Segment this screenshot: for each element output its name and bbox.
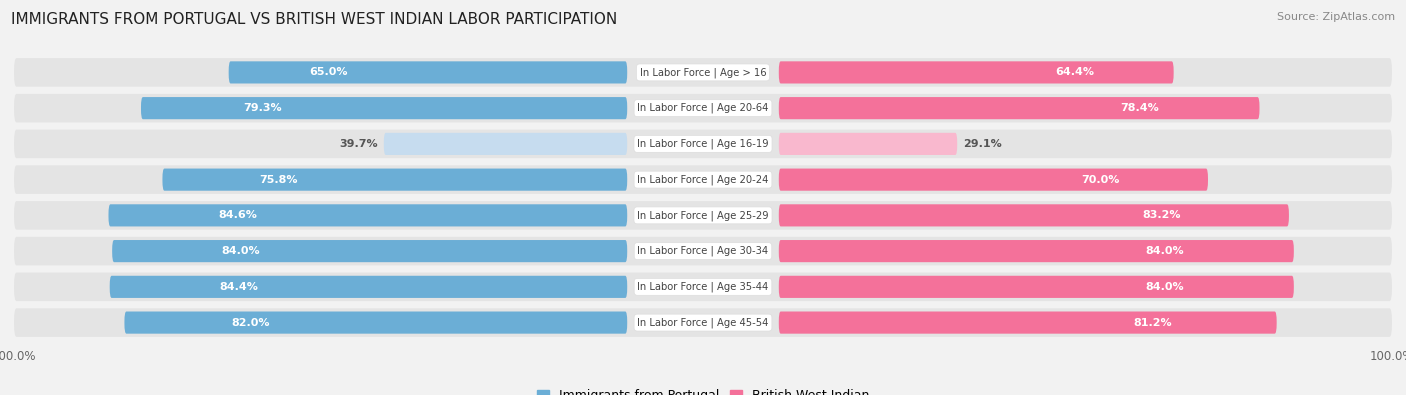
FancyBboxPatch shape (779, 312, 1277, 334)
FancyBboxPatch shape (14, 94, 1392, 122)
FancyBboxPatch shape (14, 130, 1392, 158)
FancyBboxPatch shape (779, 61, 1174, 83)
FancyBboxPatch shape (14, 166, 1392, 194)
FancyBboxPatch shape (110, 276, 627, 298)
FancyBboxPatch shape (14, 273, 1392, 301)
Text: 84.4%: 84.4% (219, 282, 259, 292)
FancyBboxPatch shape (384, 133, 627, 155)
Text: 84.0%: 84.0% (1146, 246, 1184, 256)
FancyBboxPatch shape (779, 169, 1208, 191)
Text: 79.3%: 79.3% (243, 103, 281, 113)
FancyBboxPatch shape (14, 58, 1392, 87)
Text: In Labor Force | Age 20-24: In Labor Force | Age 20-24 (637, 174, 769, 185)
Text: 29.1%: 29.1% (963, 139, 1001, 149)
FancyBboxPatch shape (112, 240, 627, 262)
FancyBboxPatch shape (779, 97, 1260, 119)
Text: In Labor Force | Age 16-19: In Labor Force | Age 16-19 (637, 139, 769, 149)
Text: In Labor Force | Age 45-54: In Labor Force | Age 45-54 (637, 317, 769, 328)
FancyBboxPatch shape (163, 169, 627, 191)
FancyBboxPatch shape (779, 133, 957, 155)
Text: 75.8%: 75.8% (259, 175, 298, 184)
Text: In Labor Force | Age 35-44: In Labor Force | Age 35-44 (637, 282, 769, 292)
Text: 81.2%: 81.2% (1133, 318, 1171, 327)
Text: 65.0%: 65.0% (309, 68, 347, 77)
FancyBboxPatch shape (779, 276, 1294, 298)
FancyBboxPatch shape (124, 312, 627, 334)
Text: In Labor Force | Age 25-29: In Labor Force | Age 25-29 (637, 210, 769, 221)
FancyBboxPatch shape (14, 201, 1392, 229)
Text: In Labor Force | Age > 16: In Labor Force | Age > 16 (640, 67, 766, 78)
Text: 84.0%: 84.0% (222, 246, 260, 256)
FancyBboxPatch shape (779, 240, 1294, 262)
Text: 70.0%: 70.0% (1081, 175, 1119, 184)
Text: 78.4%: 78.4% (1121, 103, 1159, 113)
FancyBboxPatch shape (14, 237, 1392, 265)
FancyBboxPatch shape (14, 308, 1392, 337)
Text: 83.2%: 83.2% (1142, 211, 1181, 220)
FancyBboxPatch shape (108, 204, 627, 226)
Text: Source: ZipAtlas.com: Source: ZipAtlas.com (1277, 12, 1395, 22)
FancyBboxPatch shape (141, 97, 627, 119)
Text: 84.6%: 84.6% (219, 211, 257, 220)
Text: In Labor Force | Age 30-34: In Labor Force | Age 30-34 (637, 246, 769, 256)
Text: 84.0%: 84.0% (1146, 282, 1184, 292)
Text: In Labor Force | Age 20-64: In Labor Force | Age 20-64 (637, 103, 769, 113)
Legend: Immigrants from Portugal, British West Indian: Immigrants from Portugal, British West I… (531, 384, 875, 395)
FancyBboxPatch shape (229, 61, 627, 83)
Text: 64.4%: 64.4% (1056, 68, 1094, 77)
Text: 39.7%: 39.7% (340, 139, 378, 149)
Text: 82.0%: 82.0% (231, 318, 270, 327)
Text: IMMIGRANTS FROM PORTUGAL VS BRITISH WEST INDIAN LABOR PARTICIPATION: IMMIGRANTS FROM PORTUGAL VS BRITISH WEST… (11, 12, 617, 27)
FancyBboxPatch shape (779, 204, 1289, 226)
